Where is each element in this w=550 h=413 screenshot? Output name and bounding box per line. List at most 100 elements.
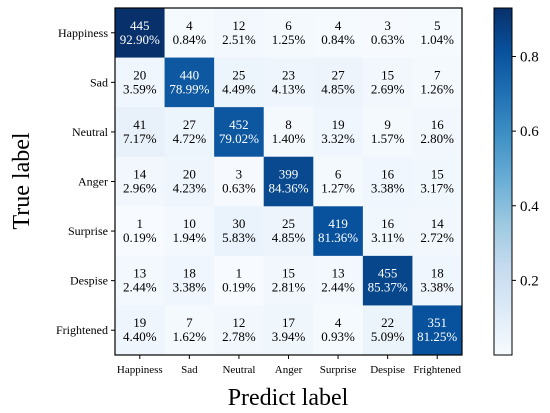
cell-percentage-label: 3.38% — [173, 280, 207, 295]
heatmap-cell — [362, 57, 413, 108]
cell-percentage-label: 4.49% — [222, 81, 256, 96]
heatmap-cell — [412, 305, 463, 356]
cell-count-label: 1 — [236, 266, 243, 281]
cell-count-label: 3 — [236, 167, 243, 182]
heatmap-cell — [362, 255, 413, 306]
cell-count-label: 351 — [427, 315, 447, 330]
x-tick-label: Anger — [275, 364, 303, 376]
heatmap-cell — [214, 107, 265, 158]
y-tick-label: Neutral — [72, 125, 109, 139]
cell-count-label: 8 — [285, 117, 292, 132]
heatmap-cells — [115, 8, 463, 356]
cell-count-label: 6 — [285, 18, 292, 33]
cell-count-label: 14 — [133, 167, 147, 182]
heatmap-cell — [412, 206, 463, 257]
heatmap-cell — [115, 107, 165, 158]
x-tick-label: Despise — [370, 364, 405, 376]
cell-percentage-label: 2.69% — [371, 81, 405, 96]
cell-percentage-label: 81.36% — [318, 230, 358, 245]
heatmap-cell — [214, 57, 265, 108]
cell-count-label: 13 — [332, 266, 345, 281]
heatmap-cell — [362, 305, 413, 356]
cell-count-label: 455 — [378, 266, 398, 281]
cell-percentage-label: 0.63% — [222, 181, 256, 196]
y-tick-label: Frightened — [56, 323, 108, 337]
cell-count-label: 18 — [183, 266, 196, 281]
heatmap-cell — [115, 206, 165, 257]
heatmap-cell — [412, 8, 463, 58]
heatmap-cell — [412, 255, 463, 306]
x-tick-label: Neutral — [222, 364, 255, 376]
colorbar-tick-label: 0.8 — [520, 50, 539, 66]
cell-count-label: 27 — [332, 67, 346, 82]
cell-count-label: 20 — [183, 167, 196, 182]
heatmap-cell — [362, 156, 413, 207]
cell-count-label: 440 — [180, 67, 200, 82]
cell-count-label: 18 — [431, 266, 444, 281]
cell-percentage-label: 85.37% — [368, 280, 408, 295]
heatmap-cell — [115, 156, 165, 207]
cell-count-label: 3 — [384, 18, 391, 33]
heatmap-cell — [214, 8, 265, 58]
cell-count-label: 4 — [335, 18, 342, 33]
y-axis-ticks: Happiness Sad Neutral Anger Surprise Despise F… — [56, 26, 115, 337]
cell-count-label: 17 — [282, 315, 296, 330]
cell-percentage-label: 4.40% — [123, 329, 157, 344]
cell-count-label: 15 — [431, 167, 444, 182]
y-axis-label: True label — [9, 132, 35, 229]
cell-count-label: 445 — [130, 18, 150, 33]
cell-count-label: 1 — [137, 216, 144, 231]
cell-percentage-label: 3.38% — [420, 280, 454, 295]
cell-percentage-label: 3.17% — [420, 181, 454, 196]
heatmap-cell — [164, 57, 215, 108]
cell-percentage-label: 1.04% — [420, 32, 454, 47]
cell-percentage-label: 1.25% — [272, 32, 306, 47]
heatmap-cell — [164, 8, 215, 58]
heatmap-cell — [214, 255, 265, 306]
cell-count-label: 25 — [232, 67, 245, 82]
heatmap-cell — [313, 107, 364, 158]
cell-count-label: 27 — [183, 117, 197, 132]
cell-count-label: 19 — [133, 315, 146, 330]
cell-percentage-label: 7.17% — [123, 131, 157, 146]
x-axis-label: Predict label — [228, 385, 349, 411]
cell-count-label: 15 — [282, 266, 295, 281]
cell-count-label: 16 — [381, 216, 395, 231]
heatmap-cell — [263, 8, 314, 58]
heatmap-cell — [115, 305, 165, 356]
heatmap-cell-labels: 44592.90%40.84%122.51%61.25%40.84%30.63%… — [120, 18, 458, 344]
cell-count-label: 10 — [183, 216, 196, 231]
heatmap-cell — [214, 305, 265, 356]
colorbar-tick-label: 0.2 — [520, 273, 539, 289]
heatmap-cell — [263, 57, 314, 108]
cell-percentage-label: 4.23% — [173, 181, 207, 196]
heatmap-cell — [412, 107, 463, 158]
cell-percentage-label: 84.36% — [268, 181, 308, 196]
heatmap-cell — [115, 255, 165, 306]
cell-percentage-label: 3.38% — [371, 181, 405, 196]
heatmap-cell — [214, 156, 265, 207]
cell-percentage-label: 4.13% — [272, 81, 306, 96]
heatmap-cell — [263, 156, 314, 207]
cell-percentage-label: 1.57% — [371, 131, 405, 146]
cell-percentage-label: 1.94% — [173, 230, 207, 245]
heatmap-cell — [313, 156, 364, 207]
colorbar-tick-label: 0.4 — [520, 199, 539, 215]
heatmap-cell — [412, 156, 463, 207]
cell-percentage-label: 3.32% — [321, 131, 355, 146]
cell-count-label: 16 — [431, 117, 445, 132]
heatmap-cell — [164, 305, 215, 356]
cell-count-label: 9 — [384, 117, 391, 132]
cell-percentage-label: 4.72% — [173, 131, 207, 146]
colorbar-tick-label: 0.6 — [520, 124, 539, 140]
cell-percentage-label: 1.62% — [173, 329, 207, 344]
heatmap-cell — [313, 305, 364, 356]
colorbar-ticks: 0.2 0.4 0.6 0.8 — [512, 50, 539, 289]
cell-count-label: 5 — [434, 18, 441, 33]
cell-percentage-label: 5.09% — [371, 329, 405, 344]
cell-count-label: 419 — [328, 216, 348, 231]
heatmap-cell — [313, 206, 364, 257]
heatmap-cell — [164, 206, 215, 257]
cell-percentage-label: 3.94% — [272, 329, 306, 344]
